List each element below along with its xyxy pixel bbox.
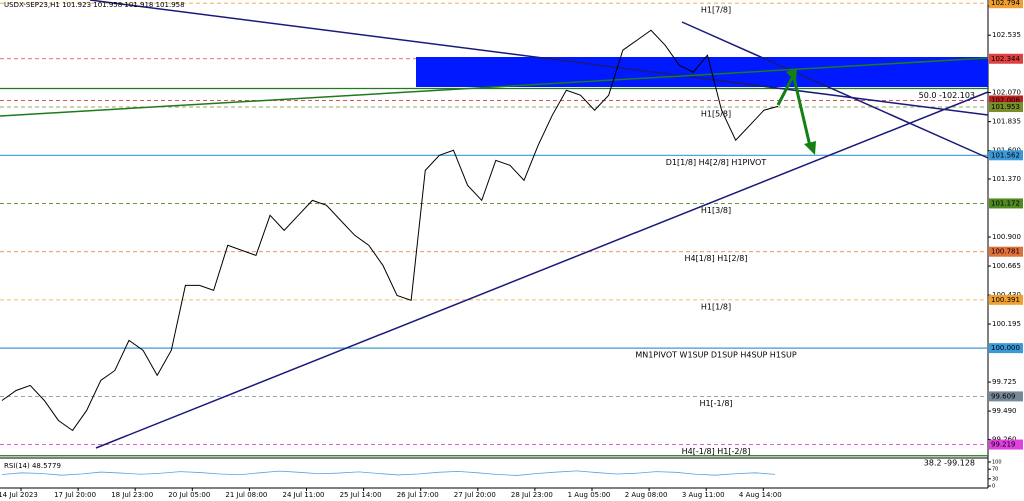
x-tick-label: 26 Jul 17:00 — [397, 491, 439, 499]
level-label: MN1PIVOT W1SUP D1SUP H4SUP H1SUP — [635, 351, 797, 360]
level-label: D1[1/8] H4[2/8] H1PIVOT — [666, 158, 767, 167]
level-label: 38.2 -99.128 — [924, 458, 975, 467]
price-tag — [989, 0, 1023, 9]
price-tag — [989, 198, 1023, 209]
price-tag-label: 102.794 — [991, 0, 1020, 7]
y-tick-label: 101.370 — [992, 175, 1021, 183]
rsi-title: RSI(14) 48.5779 — [4, 462, 61, 470]
trend-line — [95, 91, 989, 449]
price-tag — [989, 246, 1023, 257]
x-tick-label: 25 Jul 14:00 — [340, 491, 382, 499]
x-tick-label: 24 Jul 11:00 — [283, 491, 325, 499]
x-tick-label: 14 Jul 2023 — [0, 491, 38, 499]
rsi-tick-label: 0 — [992, 484, 995, 490]
price-tag-label: 101.172 — [991, 199, 1020, 207]
level-label: H1[-1/8] — [699, 399, 732, 408]
price-tag-label: 99.219 — [991, 441, 1016, 449]
price-tag-label: 100.391 — [991, 296, 1020, 304]
price-tag — [989, 53, 1023, 64]
y-tick-label: 100.900 — [992, 233, 1021, 241]
y-tick-label: 101.835 — [992, 118, 1021, 126]
fib-line — [0, 57, 989, 117]
x-tick-label: 18 Jul 23:00 — [111, 491, 153, 499]
price-tag — [989, 95, 1023, 106]
x-tick-label: 28 Jul 23:00 — [511, 491, 553, 499]
price-tag-label: 101.953 — [991, 103, 1020, 111]
x-tick-label: 21 Jul 08:00 — [225, 491, 267, 499]
price-layer — [1, 29, 779, 476]
x-tick-label: 20 Jul 05:00 — [168, 491, 210, 499]
level-label: H1[3/8] — [701, 206, 731, 215]
y-tick-label: 102.535 — [992, 31, 1021, 39]
price-tag — [989, 294, 1023, 305]
level-label: H1[1/8] — [701, 302, 731, 311]
x-tick-label: 2 Aug 08:00 — [625, 491, 668, 499]
price-tag — [989, 343, 1023, 354]
level-label: H1[7/8] — [701, 6, 731, 15]
y-tick-label: 102.070 — [992, 89, 1021, 97]
price-tag — [989, 391, 1023, 402]
price-tag-label: 102.006 — [991, 96, 1020, 104]
x-tick-label: 3 Aug 11:00 — [682, 491, 725, 499]
y-tick-label: 100.195 — [992, 320, 1021, 328]
price-tag-label: 102.344 — [991, 55, 1020, 63]
level-label: H4[-1/8] H1[-2/8] — [682, 447, 751, 456]
price-tag-label: 100.781 — [991, 248, 1020, 256]
price-tag-label: 100.000 — [991, 344, 1020, 352]
x-tick-label: 27 Jul 20:00 — [454, 491, 496, 499]
chart-header: USDX-SEP23,H1 101.923 101.958 101.918 10… — [4, 1, 185, 9]
arrow — [776, 68, 816, 155]
x-tick-label: 4 Aug 14:00 — [739, 491, 782, 499]
trend-line — [89, 0, 989, 116]
price-tag — [989, 102, 1023, 113]
price-tag — [989, 439, 1023, 450]
price-tag-label: 101.562 — [991, 151, 1020, 159]
trend-line — [681, 21, 989, 159]
price-line — [1, 29, 779, 432]
x-tick-label: 1 Aug 05:00 — [568, 491, 611, 499]
level-label: H1[5/8] — [701, 110, 731, 119]
level-label: H4[1/8] H1[2/8] — [685, 254, 748, 263]
rsi-tick-label: 100 — [992, 460, 1002, 466]
y-tick-label: 99.490 — [992, 407, 1017, 415]
y-tick-label: 99.725 — [992, 378, 1017, 386]
rsi-line — [1, 470, 776, 476]
price-tag-label: 99.609 — [991, 392, 1016, 400]
price-tag — [989, 150, 1023, 161]
level-label: 50.0 -102.103 — [919, 91, 975, 100]
y-tick-label: 100.665 — [992, 262, 1021, 270]
x-tick-label: 17 Jul 20:00 — [54, 491, 96, 499]
rsi-tick-label: 30 — [992, 476, 998, 482]
rsi-tick-label: 70 — [992, 467, 998, 473]
y-tick-label: 99.260 — [992, 435, 1017, 443]
